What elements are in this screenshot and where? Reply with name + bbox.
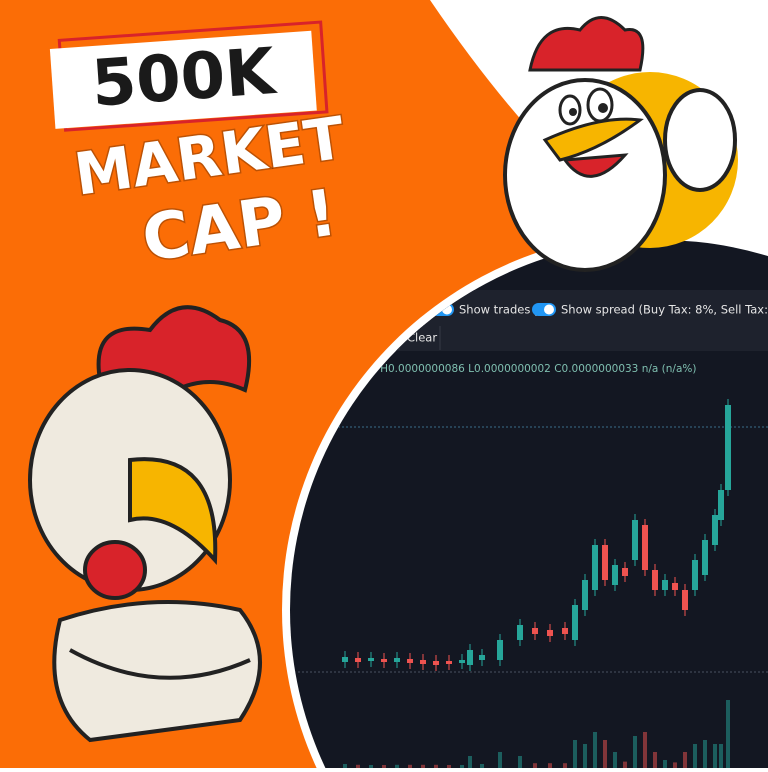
candle-body [632, 520, 638, 560]
volume-bar [408, 764, 412, 768]
candle-body [602, 545, 608, 580]
volume-bar [460, 765, 464, 768]
volume-bar [583, 744, 587, 768]
rooster-angry [28, 305, 262, 743]
volume-bar [693, 744, 697, 768]
candle-body [662, 580, 668, 590]
volume-bar [663, 760, 667, 768]
volume-bar [548, 763, 552, 768]
volume-bar [603, 740, 607, 768]
candle-body [725, 405, 731, 490]
candle-body [682, 590, 688, 610]
volume-bar [683, 752, 687, 768]
candle-body [642, 525, 648, 570]
volume-bar [719, 744, 723, 768]
volume-bar [726, 700, 730, 768]
candle-body [446, 661, 452, 664]
volume-bar [643, 732, 647, 768]
volume-bar [633, 736, 637, 768]
candle-body [381, 659, 387, 662]
candle-body [420, 660, 426, 664]
volume-bar [382, 765, 386, 768]
volume-bar [395, 764, 399, 768]
candle-body [562, 628, 568, 634]
volume-bar [563, 763, 567, 768]
ohlc-change: n/a (n/a%) [642, 363, 697, 375]
ohlc-high: H0.0000000086 [380, 363, 465, 375]
candle-body [433, 661, 439, 665]
toggle-label: Show spread (Buy Tax: 8%, Sell Tax: 9%) [561, 303, 768, 317]
volume-bar [480, 764, 484, 768]
headline-box: 500K [49, 20, 329, 132]
volume-bar [356, 764, 360, 768]
volume-bar [653, 752, 657, 768]
candle-body [355, 658, 361, 662]
volume-bar [673, 762, 677, 768]
volume-bar [468, 756, 472, 768]
volume-bar [343, 764, 347, 768]
volume-bar [613, 752, 617, 768]
candle-body [467, 650, 473, 665]
box [49, 30, 317, 129]
volume-bar [573, 740, 577, 768]
candle-body [712, 515, 718, 545]
ohlc-line: 0000002 H0.0000000086 L0.0000000002 C0.0… [330, 363, 696, 375]
volume-bar [434, 764, 438, 768]
volume-bar [518, 756, 522, 768]
candle-body [572, 605, 578, 640]
candle-body [479, 655, 485, 660]
volume-bar [498, 752, 502, 768]
candle-body [532, 628, 538, 634]
candle-body [407, 659, 413, 663]
toggle-label: Show trades | [459, 303, 538, 317]
chart-circle [290, 240, 768, 772]
volume-bar [421, 764, 425, 768]
candle-body [612, 565, 618, 585]
volume-bar [369, 765, 373, 768]
candle-body [342, 657, 348, 662]
volume-bar [447, 765, 451, 768]
candle-body [459, 660, 465, 663]
candle-body [394, 658, 400, 662]
candle-body [368, 658, 374, 661]
candle-body [718, 490, 724, 520]
candle-body [652, 570, 658, 590]
rooster-mascot [503, 16, 738, 272]
candle-body [672, 583, 678, 590]
candle-body [582, 580, 588, 610]
volume-bar [713, 744, 717, 768]
ohlc-low: L0.0000000002 [468, 363, 551, 375]
candles [342, 399, 731, 768]
toggle-knob [544, 304, 554, 315]
button[interactable]: Clear [407, 331, 437, 345]
candle-body [497, 640, 503, 660]
ohlc-close: C0.0000000033 [554, 363, 638, 375]
headline-amount: 500K [89, 35, 279, 122]
volume-bar [703, 740, 707, 768]
volume-bar [593, 732, 597, 768]
volume-bar [533, 763, 537, 768]
candle-body [692, 560, 698, 590]
volume-bar [623, 761, 627, 768]
candle-body [547, 630, 553, 636]
candle-body [622, 568, 628, 576]
candle-body [702, 540, 708, 575]
candle-body [592, 545, 598, 590]
candle-body [517, 625, 523, 640]
